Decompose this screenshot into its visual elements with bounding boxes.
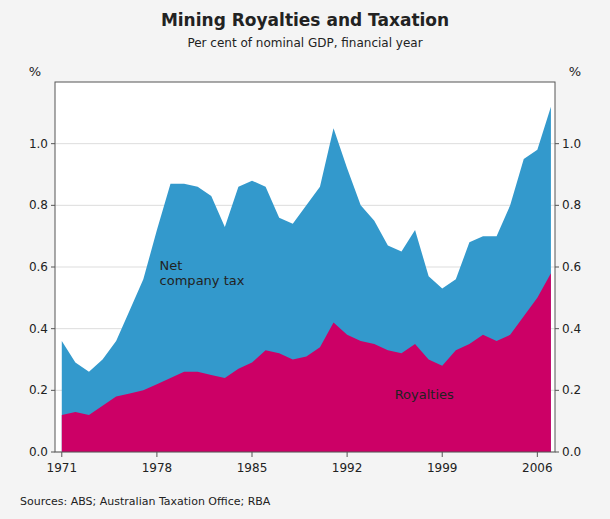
x-tick-label: 2006 <box>522 461 553 475</box>
y2-tick-label: 0.2 <box>562 383 581 397</box>
x-tick <box>442 452 443 457</box>
y-label: % <box>29 64 41 79</box>
grid-line <box>55 143 555 144</box>
x-tick <box>347 452 348 457</box>
y-tick <box>51 452 55 453</box>
y-axis: 0.0 0.2 0.4 0.6 0.8 1.0 <box>29 137 55 459</box>
title: Mining Royalties and Taxation <box>161 10 449 30</box>
y2-tick <box>555 267 559 268</box>
chart: Mining Royalties and Taxation Per cent of… <box>0 0 610 519</box>
grid-line <box>55 205 555 206</box>
y-tick-label: 1.0 <box>29 137 48 151</box>
annotation: Netcompany tax <box>160 258 245 288</box>
y2-tick <box>555 143 559 144</box>
x-tick-label: 1971 <box>47 461 78 475</box>
x-tick-label: 1978 <box>142 461 173 475</box>
y2-tick-label: 0.8 <box>562 198 581 212</box>
y2-axis: 0.0 0.2 0.4 0.6 0.8 1.0 <box>555 137 581 459</box>
annotation: Royalties <box>395 387 454 402</box>
y-tick-label: 0.4 <box>29 322 48 336</box>
x-tick-label: 1992 <box>332 461 363 475</box>
area <box>62 107 551 452</box>
x-tick-label: 1999 <box>427 461 458 475</box>
y2-tick-label: 0.6 <box>562 260 581 274</box>
y-tick-label: 0.8 <box>29 198 48 212</box>
y-tick-label: 0.0 <box>29 445 48 459</box>
x-axis: 1971 1978 1985 1992 1999 2006 <box>47 452 553 475</box>
y2-tick <box>555 205 559 206</box>
x-tick <box>537 452 538 457</box>
annotation-line: company tax <box>160 273 245 288</box>
x-tick-label: 1985 <box>237 461 268 475</box>
plot-frame <box>55 82 555 452</box>
y-tick <box>51 143 55 144</box>
y2-tick <box>555 328 559 329</box>
y-tick <box>51 390 55 391</box>
x-tick <box>61 452 62 457</box>
y2-tick-label: 0.4 <box>562 322 581 336</box>
y2-tick <box>555 390 559 391</box>
y2-label: % <box>569 64 581 79</box>
areas <box>62 107 551 452</box>
y-tick-label: 0.6 <box>29 260 48 274</box>
x-tick <box>156 452 157 457</box>
x-tick <box>252 452 253 457</box>
plot-background <box>55 82 555 452</box>
annotation-line: Royalties <box>395 387 454 402</box>
y-tick <box>51 267 55 268</box>
y-tick-label: 0.2 <box>29 383 48 397</box>
annotation-line: Net <box>160 258 183 273</box>
subtitle: Per cent of nominal GDP, financial year <box>187 36 422 50</box>
y2-tick-label: 1.0 <box>562 137 581 151</box>
y-tick <box>51 205 55 206</box>
y-tick <box>51 328 55 329</box>
y2-tick-label: 0.0 <box>562 445 581 459</box>
source: Sources: ABS; Australian Taxation Office… <box>20 495 271 508</box>
area <box>62 273 551 452</box>
y2-tick <box>555 452 559 453</box>
